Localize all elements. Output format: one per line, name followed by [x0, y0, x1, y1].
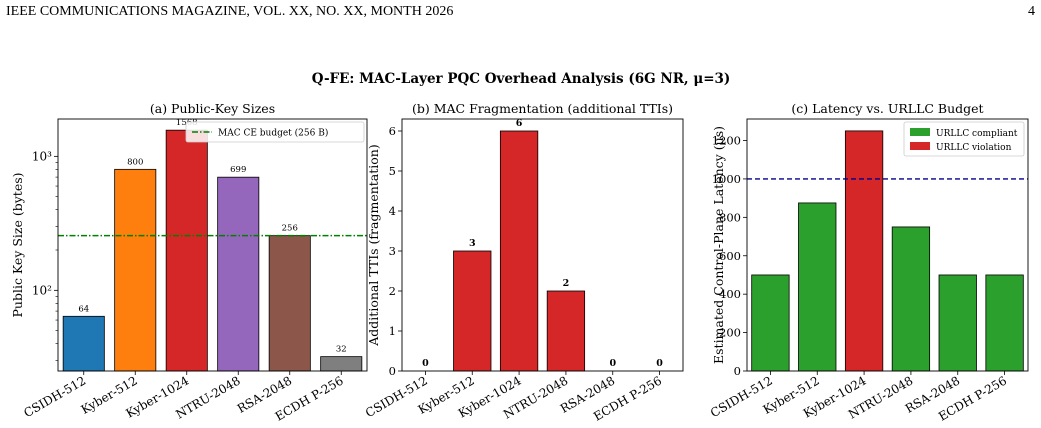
data-label: 0 [609, 358, 616, 369]
chart-title: (b) MAC Fragmentation (additional TTIs) [412, 101, 673, 116]
legend-box [185, 121, 365, 143]
chart-mac-fragmentation: (b) MAC Fragmentation (additional TTIs) A… [363, 101, 684, 424]
y-tick-label: 6 [389, 124, 396, 138]
y-axis-label: Public Key Size (bytes) [10, 172, 25, 317]
bar-csidh-512 [62, 315, 105, 372]
figure-title: Q-FE: MAC-Layer PQC Overhead Analysis (6… [312, 71, 731, 87]
y-tick-label: 600 [719, 249, 741, 263]
bar-ntru-2048 [891, 226, 931, 372]
legend-label: URLLC violation [936, 143, 1012, 153]
data-label: 0 [656, 358, 663, 369]
bar-kyber-1024 [844, 130, 884, 372]
plot-frame [401, 118, 684, 372]
bar-ecdh-p-256 [320, 356, 363, 372]
legend-label: MAC CE budget (256 B) [218, 128, 328, 139]
y-tick-label: 10³ [32, 149, 52, 163]
data-label: 699 [230, 165, 246, 175]
y-tick-label: 10² [32, 283, 52, 297]
y-axis-label: Additional TTIs (fragmentation) [366, 144, 381, 346]
y-tick-label: 2 [389, 284, 396, 298]
bar-rsa-2048 [268, 235, 311, 372]
y-tick-label: 3 [389, 244, 396, 258]
y-tick-label: 1 [389, 324, 396, 338]
data-label: 2 [563, 278, 570, 289]
y-tick-label: 0 [389, 364, 396, 378]
y-tick-label: 1200 [712, 134, 741, 148]
y-tick-label: 400 [719, 287, 741, 301]
page-number: 4 [1028, 4, 1035, 19]
legend-label: URLLC compliant [936, 129, 1018, 139]
data-label: 32 [336, 345, 347, 355]
y-tick-label: 5 [389, 164, 396, 178]
bar-kyber-512 [798, 202, 837, 372]
y-axis-label: Estimated Control-Plane Latency (µs) [711, 126, 726, 364]
bar-rsa-2048 [938, 274, 977, 372]
journal-header: IEEE COMMUNICATIONS MAGAZINE, VOL. XX, N… [6, 4, 454, 19]
bar-ntru-2048 [217, 176, 260, 372]
chart-title: (c) Latency vs. URLLC Budget [791, 101, 983, 116]
chart-public-key-sizes: (a) Public-Key Sizes Public Key Size (byt… [10, 101, 368, 424]
legend-swatch [910, 142, 930, 150]
bar-kyber-1024 [165, 129, 208, 372]
legend-box [903, 121, 1025, 157]
x-tick-label: CSIDH-512 [21, 373, 88, 420]
data-label: 0 [422, 358, 429, 369]
data-label: 3 [469, 238, 476, 249]
y-tick-label: 4 [389, 204, 396, 218]
plot-frame [746, 118, 1029, 372]
y-tick-label: 1000 [712, 172, 741, 186]
bar-csidh-512 [751, 274, 790, 372]
plot-frame [57, 118, 368, 372]
bar-ecdh-p-256 [985, 274, 1024, 372]
chart-title: (a) Public-Key Sizes [150, 101, 275, 116]
legend-swatch [910, 128, 930, 136]
bar-kyber-512 [114, 168, 157, 372]
y-tick-label: 0 [734, 364, 741, 378]
data-label: 800 [127, 157, 143, 167]
bar-kyber-512 [453, 250, 492, 372]
bar-ntru-2048 [546, 290, 586, 372]
y-tick-label: 800 [719, 210, 741, 224]
chart-latency-urllc: (c) Latency vs. URLLC Budget Estimated Co… [708, 101, 1029, 424]
y-tick-label: 200 [719, 326, 741, 340]
data-label: 64 [78, 304, 89, 314]
data-label: 6 [516, 118, 523, 129]
data-label: 256 [282, 224, 298, 234]
bar-kyber-1024 [499, 130, 539, 372]
